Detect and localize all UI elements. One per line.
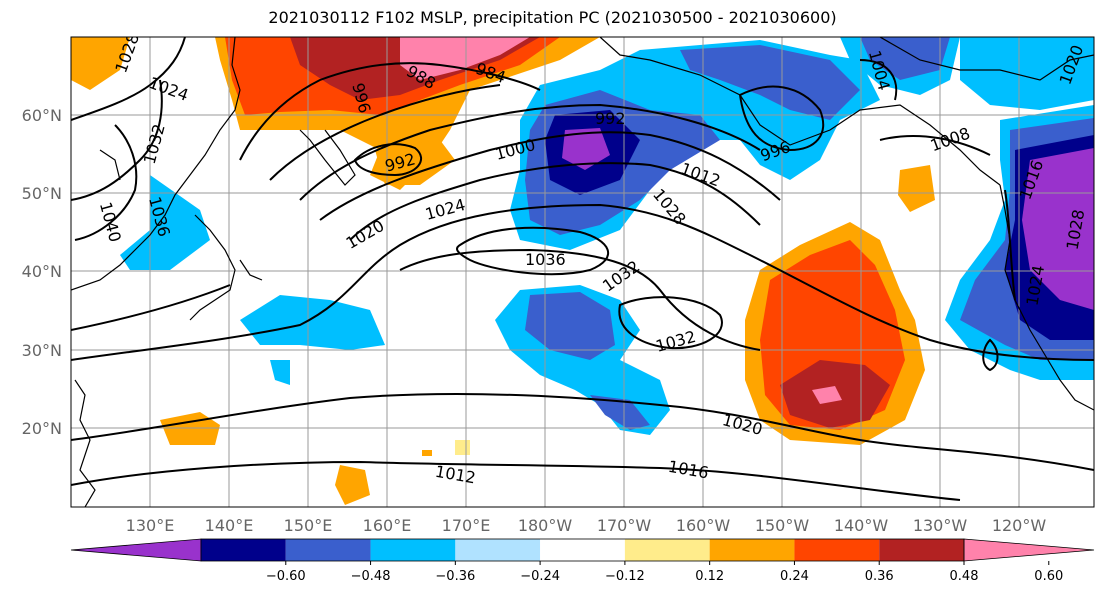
colorbar-tick-label: −0.48: [351, 569, 391, 584]
isobar: [982, 338, 999, 372]
map-title: 2021030112 F102 MSLP, precipitation PC (…: [268, 8, 837, 27]
isobar: [299, 103, 761, 201]
lon-label: 130°W: [913, 516, 968, 535]
lon-label: 170°E: [442, 516, 491, 535]
colorbar-tick-label: 0.60: [1034, 569, 1063, 584]
latitude-labels: 60°N 50°N 40°N 30°N 20°N: [22, 106, 62, 438]
isobar: [353, 143, 423, 177]
colorbar-tick-label: 0.36: [865, 569, 894, 584]
lon-label: 160°W: [676, 516, 731, 535]
coastline-japan: [189, 214, 236, 321]
colorbar-bin: [879, 539, 964, 561]
graticule: [71, 37, 1094, 507]
isobars: [71, 37, 1094, 501]
isobar: [859, 59, 898, 101]
map-panel: 1028 1024 1032 1040 1036 996 988 984 992…: [71, 37, 1094, 507]
lon-label: 140°W: [834, 516, 889, 535]
colorbar-tick-label: 0.48: [950, 569, 979, 584]
colorbar-tick-label: 0.24: [780, 569, 809, 584]
map-frame: [70, 36, 1095, 508]
colorbar-extend-high: [963, 538, 1095, 562]
isobar: [399, 248, 761, 351]
isobar: [319, 131, 781, 221]
coastline-north-america: [999, 184, 1094, 411]
colorbar-bin: [624, 539, 710, 561]
isobar-label: 992: [595, 109, 626, 128]
isobar: [71, 37, 186, 121]
isobar: [879, 134, 991, 156]
colorbar-bin: [285, 539, 371, 561]
lat-label: 40°N: [22, 262, 62, 281]
isobar: [738, 85, 825, 152]
isobar: [74, 124, 138, 241]
lon-label: 160°E: [363, 516, 412, 535]
colorbar-outline: [200, 538, 965, 562]
isobar: [618, 296, 723, 350]
isobar: [71, 284, 231, 331]
isobar: [239, 62, 541, 161]
isobar: [269, 84, 501, 181]
lon-label: 180°W: [518, 516, 573, 535]
colorbar-extend-low: [70, 538, 202, 562]
isobar-label: 1036: [525, 250, 566, 269]
lon-label: 130°E: [126, 516, 175, 535]
lon-label: 150°W: [755, 516, 810, 535]
lon-label: 140°E: [205, 516, 254, 535]
colorbar: −0.60 −0.48 −0.36 −0.24 −0.12 0.12 0.24 0.36 0.4…: [70, 538, 1095, 584]
colorbar-bin: [709, 539, 795, 561]
lat-label: 20°N: [22, 419, 62, 438]
lon-label: 170°W: [597, 516, 652, 535]
isobar: [71, 79, 163, 201]
colorbar-tick-label: −0.60: [266, 569, 306, 584]
colorbar-tick-label: 0.12: [695, 569, 724, 584]
lon-label: 120°W: [992, 516, 1047, 535]
isobar: [349, 162, 761, 241]
isobar: [71, 203, 1094, 361]
lat-label: 60°N: [22, 106, 62, 125]
lat-label: 30°N: [22, 341, 62, 360]
colorbar-tick-label: −0.24: [520, 569, 560, 584]
isobar: [1004, 189, 1016, 301]
colorbar-bin: [201, 539, 286, 561]
isobar: [456, 226, 610, 276]
coastline-kamchatka: [299, 129, 356, 186]
colorbar-bin: [455, 539, 541, 561]
colorbar-bin: [794, 539, 880, 561]
isobar: [71, 460, 961, 501]
coastlines: [71, 37, 1094, 507]
lon-label: 150°E: [284, 516, 333, 535]
colorbar-bin: [540, 539, 625, 561]
lat-label: 50°N: [22, 184, 62, 203]
coastline-arctic: [879, 37, 1094, 81]
coastline-asia: [71, 37, 241, 291]
colorbar-tick-label: −0.36: [435, 569, 475, 584]
colorbar-tick-label: −0.12: [605, 569, 645, 584]
coastline-alaska: [599, 37, 1001, 186]
coastline-philippines: [74, 379, 96, 507]
isobar: [71, 393, 1094, 471]
longitude-labels: 130°E 140°E 150°E 160°E 170°E 180°W 170°…: [126, 516, 1047, 535]
colorbar-bin: [370, 539, 456, 561]
